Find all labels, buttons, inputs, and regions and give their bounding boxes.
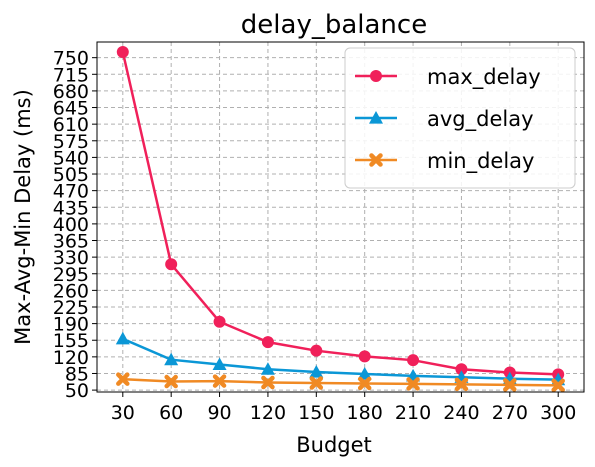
data-point [357, 376, 372, 391]
x-axis-ticks: 30 60 90 120 150 180 210 240 270 300 [111, 392, 576, 424]
data-point [406, 377, 420, 391]
data-point [115, 331, 130, 345]
series-layer [115, 45, 566, 393]
y-tick-label: 540 [53, 147, 89, 169]
legend: max_delay avg_delay min_delay [344, 47, 576, 189]
data-point [212, 374, 227, 388]
data-point [261, 336, 274, 349]
plot-frame [96, 41, 585, 393]
y-tick-label: 295 [53, 264, 89, 286]
y-tick-label: 750 [53, 48, 89, 70]
y-tick-label: 155 [53, 330, 89, 352]
data-point [261, 375, 275, 390]
data-point [116, 372, 130, 386]
data-point [503, 378, 517, 392]
y-tick-label: 645 [53, 98, 89, 120]
legend-marker [369, 153, 383, 167]
data-point [310, 344, 323, 357]
legend-item-max-delay: max_delay [355, 65, 541, 90]
x-axis-label: Budget [296, 433, 372, 457]
series-line [121, 51, 559, 376]
y-tick-label: 85 [65, 363, 89, 385]
series-min-delay [116, 372, 565, 393]
x-tick-label: 240 [443, 402, 479, 424]
data-point [260, 362, 275, 375]
data-point [213, 315, 226, 328]
y-axis-ticks: 5085120155190225260295330365400435470505… [53, 48, 97, 402]
legend-label: min_delay [427, 149, 534, 174]
y-tick-label: 435 [53, 197, 89, 219]
data-point [212, 357, 227, 371]
data-point [165, 258, 178, 271]
data-point [164, 352, 179, 366]
y-tick-label: 575 [53, 131, 89, 153]
y-tick-label: 610 [53, 114, 89, 136]
y-tick-label: 225 [53, 297, 89, 319]
data-point [551, 378, 565, 393]
series-line [122, 337, 559, 381]
legend-item-min-delay: min_delay [355, 149, 534, 174]
y-tick-label: 680 [53, 81, 89, 103]
data-point [407, 354, 420, 367]
x-tick-label: 90 [207, 402, 231, 424]
legend-label: avg_delay [427, 107, 534, 132]
legend-label: max_delay [427, 65, 541, 90]
data-point [455, 363, 468, 376]
series-max-delay [116, 45, 565, 381]
legend-marker [369, 111, 383, 124]
y-tick-label: 330 [53, 247, 89, 269]
y-tick-label: 470 [53, 181, 89, 203]
x-tick-label: 180 [347, 402, 383, 424]
y-tick-label: 120 [53, 347, 89, 369]
y-tick-label: 50 [65, 380, 89, 402]
x-tick-label: 60 [159, 402, 183, 424]
legend-marker [370, 70, 382, 82]
x-tick-label: 120 [250, 402, 286, 424]
legend-box [344, 47, 576, 189]
data-point [116, 45, 129, 58]
y-axis-label: Max-Avg-Min Delay (ms) [11, 89, 35, 345]
data-point [454, 377, 469, 392]
series-line [122, 377, 559, 387]
x-tick-label: 300 [540, 402, 576, 424]
x-tick-label: 150 [298, 402, 334, 424]
data-point [164, 374, 178, 389]
data-point [309, 376, 324, 390]
data-point [309, 365, 324, 378]
data-point [357, 366, 372, 380]
y-tick-label: 400 [53, 214, 89, 236]
legend-item-avg-delay: avg_delay [355, 107, 534, 132]
x-tick-label: 30 [111, 402, 135, 424]
x-tick-label: 270 [492, 402, 528, 424]
y-tick-label: 190 [53, 314, 89, 336]
y-tick-label: 260 [53, 280, 89, 302]
chart-title: delay_balance [241, 10, 427, 40]
y-tick-label: 715 [53, 64, 89, 86]
data-point [358, 350, 371, 363]
x-tick-label: 210 [395, 402, 431, 424]
y-tick-label: 505 [53, 164, 89, 186]
y-tick-label: 365 [53, 231, 89, 253]
